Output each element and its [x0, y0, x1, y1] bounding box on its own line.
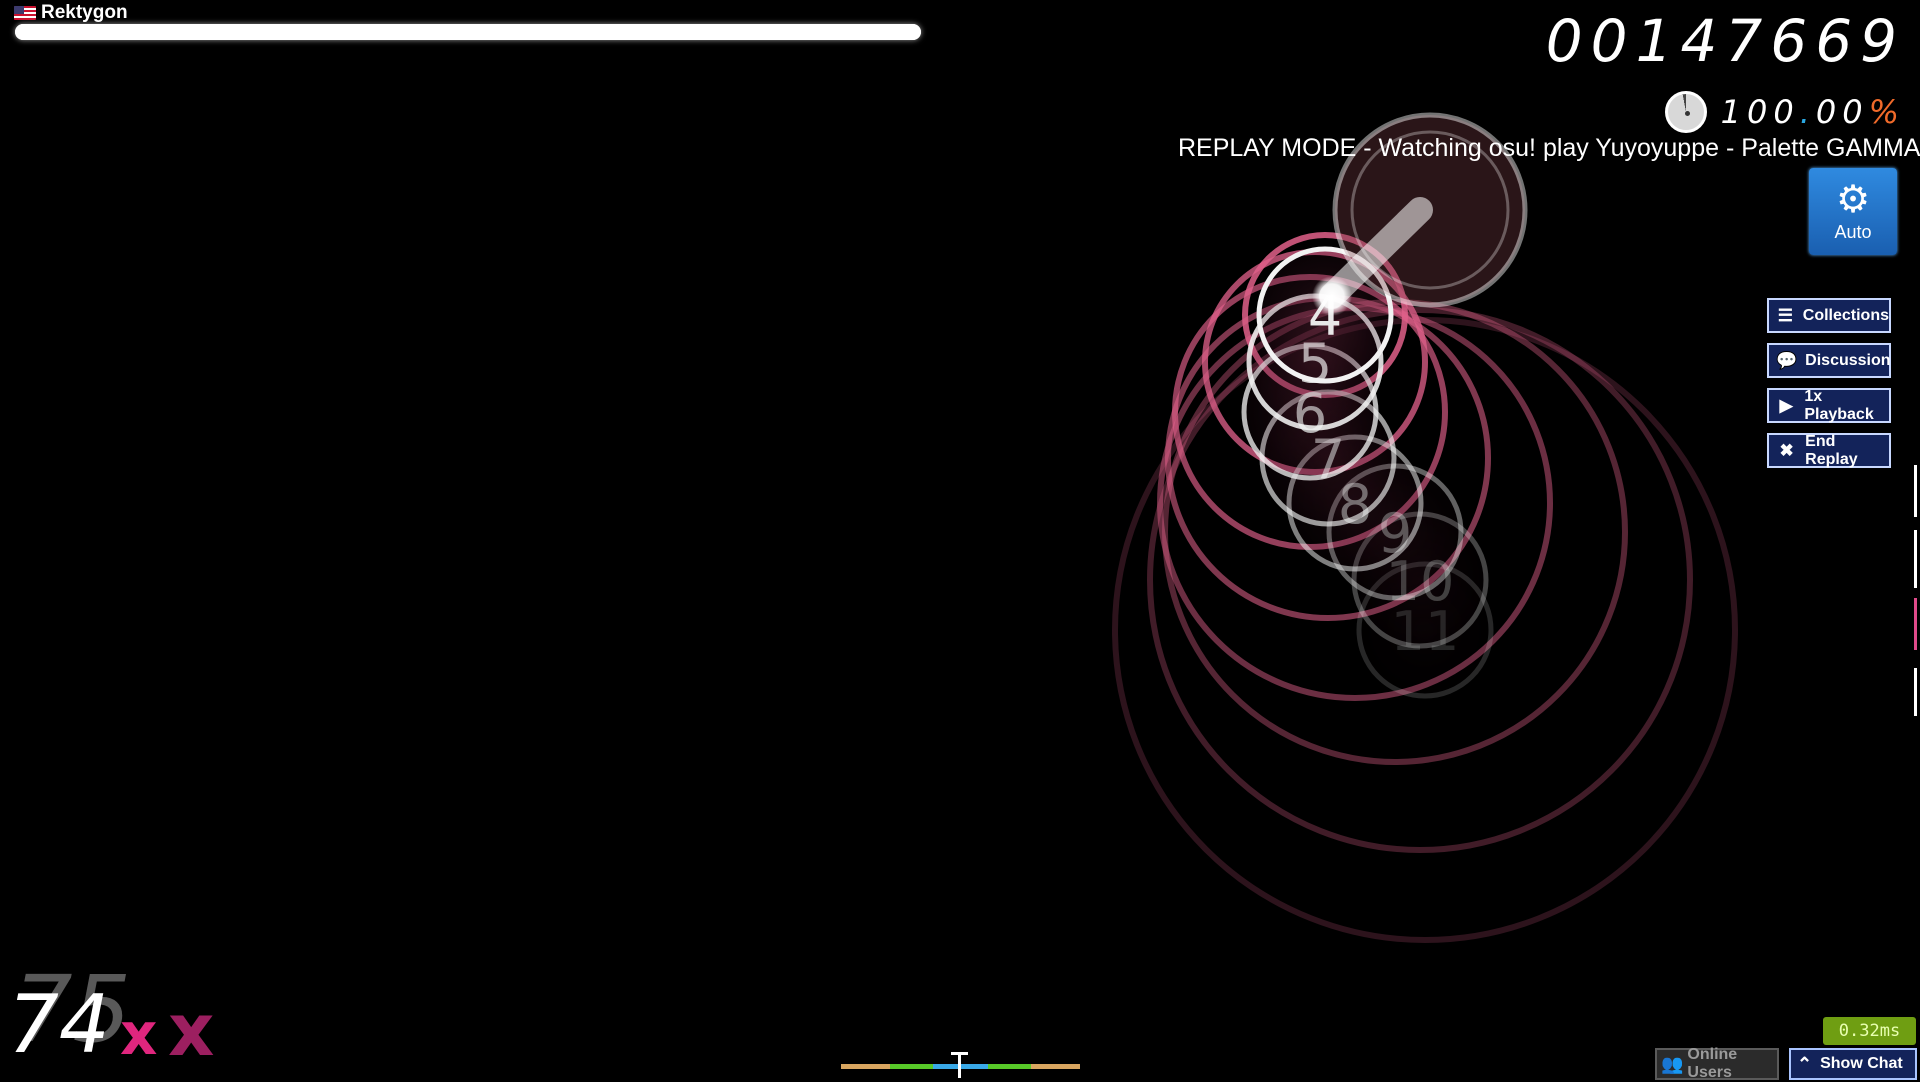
health-bar-fill [15, 24, 921, 40]
latency-indicator: 0.32ms [1823, 1017, 1916, 1045]
list-icon: ☰ [1777, 306, 1793, 325]
combo-suffix: x [120, 1000, 158, 1068]
approach-circle [1162, 299, 1628, 765]
edge-marker [1914, 598, 1917, 650]
score-counter: 00147669 [1545, 7, 1905, 75]
close-icon: ✖ [1779, 441, 1794, 460]
combo-suffix-ghost: x [168, 988, 215, 1072]
gear-icon: ⚙ [1835, 177, 1871, 221]
hit-window-50 [841, 1064, 890, 1069]
health-bar [15, 24, 921, 40]
online-users-label: Online Users [1687, 1046, 1738, 1081]
playback-label: 1x Playback [1804, 387, 1874, 423]
end-replay-label: End Replay [1805, 432, 1858, 468]
combo-counter: 74 [8, 978, 110, 1071]
playback-speed-button[interactable]: ▶ 1x Playback [1767, 388, 1891, 423]
edge-marker [1914, 465, 1917, 517]
online-users-button[interactable]: 👥 Online Users [1655, 1046, 1779, 1081]
edge-marker [1914, 530, 1917, 588]
player-info: Rektygon [14, 2, 128, 23]
slider-track [1319, 197, 1433, 309]
combo-ghost: 75 [14, 956, 132, 1063]
accuracy-int: 100 [1720, 93, 1800, 131]
accuracy-dot: . [1799, 93, 1816, 131]
discussion-label: Discussion [1805, 351, 1891, 369]
show-chat-label: Show Chat [1820, 1055, 1903, 1072]
hit-error-cap [951, 1052, 968, 1055]
edge-marker [1914, 668, 1917, 716]
collections-label: Collections [1802, 306, 1889, 324]
approach-circle [1147, 307, 1693, 853]
auto-mod-badge: ⚙ Auto [1809, 168, 1897, 255]
show-chat-button[interactable]: ⌃ Show Chat [1789, 1048, 1917, 1080]
auto-label: Auto [1834, 222, 1872, 242]
accuracy-percent: % [1868, 93, 1905, 131]
hit-error-marker [958, 1054, 961, 1078]
hit-window-100 [890, 1064, 933, 1069]
hit-window-50 [1031, 1064, 1080, 1069]
us-flag-icon [14, 6, 36, 20]
player-name: Rektygon [41, 2, 128, 23]
play-icon: ▶ [1779, 396, 1793, 415]
slider-end-inner [1350, 130, 1510, 290]
slider-body [1312, 112, 1528, 316]
replay-mode-banner: REPLAY MODE - Watching osu! play Yuyoyup… [1178, 134, 1920, 162]
accuracy-display: 100.00% [1664, 88, 1905, 136]
collections-button[interactable]: ☰ Collections [1767, 298, 1891, 333]
slider-ball [1312, 276, 1352, 316]
approach-circle [1112, 317, 1738, 943]
end-replay-button[interactable]: ✖ End Replay [1767, 433, 1891, 468]
hit-window-100 [988, 1064, 1031, 1069]
users-icon: 👥 [1661, 1053, 1684, 1074]
accuracy-pie-icon [1664, 91, 1707, 133]
discussion-button[interactable]: 💬 Discussion [1767, 343, 1891, 378]
chat-bubble-icon: 💬 [1776, 351, 1798, 370]
chevron-up-icon: ⌃ [1797, 1053, 1813, 1074]
accuracy-dec: 00 [1815, 93, 1869, 131]
accuracy-value: 100.00% [1721, 93, 1905, 131]
